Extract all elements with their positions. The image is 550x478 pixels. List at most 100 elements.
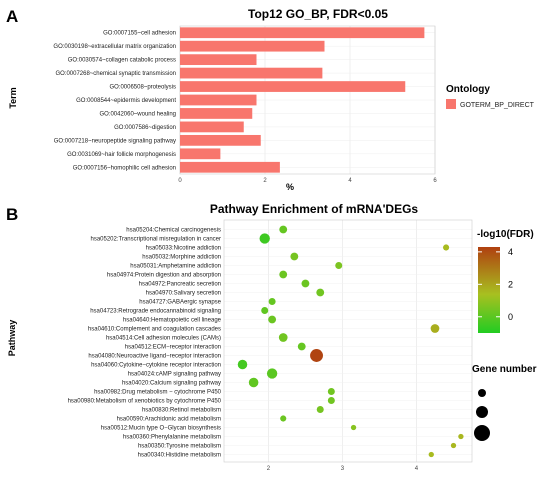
panel-b-pathway-label: hsa05204:Chemical carcinogenesis bbox=[126, 228, 221, 234]
panel-b-letter: B bbox=[6, 205, 18, 224]
panel-b-y-axis-label: Pathway bbox=[7, 320, 17, 357]
panel-b-pathway-label: hsa04020:Calcium signaling pathway bbox=[122, 381, 221, 387]
colorbar-tick-label: 0 bbox=[508, 312, 513, 322]
panel-a-term-label: GO:0008544~epidermis development bbox=[76, 98, 176, 104]
panel-b-point bbox=[290, 252, 299, 261]
panel-a-term-label: GO:0006508~proteolysis bbox=[109, 85, 176, 91]
panel-a-legend-entry: GOTERM_BP_DIRECT bbox=[460, 102, 535, 109]
panel-b-title: Pathway Enrichment of mRNA'DEGs bbox=[210, 202, 419, 216]
panel-b-pathway-label: hsa04723:Retrograde endocannabinoid sign… bbox=[90, 309, 221, 315]
panel-a-x-tick: 4 bbox=[348, 178, 352, 184]
panel-a-y-tick-labels: GO:0007155~cell adhesion GO:0030198~extra… bbox=[53, 31, 176, 172]
panel-a-term-label: GO:0030198~extracellular matrix organiza… bbox=[53, 44, 176, 50]
panel-a-bar bbox=[180, 81, 406, 92]
panel-a-x-axis-label: % bbox=[286, 182, 294, 192]
panel-a-legend-swatch bbox=[446, 99, 456, 109]
panel-b-pathway-label: hsa05032:Morphine addiction bbox=[142, 255, 221, 261]
panel-b-pathway-label: hsa00350:Tyrosine metabolism bbox=[138, 444, 221, 450]
size-legend-medium bbox=[476, 406, 488, 418]
panel-a-term-label: GO:0007156~homophilic cell adhesion bbox=[73, 165, 176, 171]
panel-a-bar bbox=[180, 67, 323, 79]
panel-b-pathway-label: hsa00590:Arachidonic acid metabolism bbox=[117, 417, 221, 423]
panel-b-point bbox=[279, 270, 288, 279]
panel-a-bar bbox=[180, 148, 221, 160]
panel-b-point bbox=[327, 397, 335, 404]
panel-a-legend-title: Ontology bbox=[446, 84, 490, 95]
panel-b-pathway-label: hsa04727:GABAergic synapse bbox=[139, 300, 221, 306]
panel-b-point bbox=[268, 315, 277, 324]
panel-a-term-label: GO:0007218~neuropeptide signaling pathwa… bbox=[54, 138, 176, 144]
panel-b-point bbox=[297, 342, 306, 351]
panel-a-term-label: GO:0007586~digestion bbox=[114, 125, 176, 131]
panel-b-point bbox=[450, 442, 457, 449]
panel-a-letter: A bbox=[6, 7, 18, 26]
colorbar-title: -log10(FDR) bbox=[477, 229, 534, 240]
panel-a-bar bbox=[180, 108, 253, 119]
panel-a-bar bbox=[180, 27, 425, 39]
panel-b-grid bbox=[224, 220, 472, 462]
panel-a-term-label: GO:0031069~hair follicle morphogenesis bbox=[67, 152, 176, 158]
panel-a-bar bbox=[180, 161, 280, 173]
panel-b-point bbox=[280, 415, 287, 422]
panel-b-points bbox=[237, 225, 464, 458]
size-legend-large bbox=[474, 425, 490, 441]
panel-a-term-label: GO:0030574~collagen catabolic process bbox=[68, 58, 176, 64]
panel-a-y-axis-label: Term bbox=[8, 87, 18, 108]
panel-b-point bbox=[301, 279, 310, 288]
panel-b-pathway-label: hsa04512:ECM−receptor interaction bbox=[125, 345, 221, 351]
panel-b-x-tick: 2 bbox=[267, 466, 271, 472]
panel-a-bar bbox=[180, 94, 257, 106]
panel-b-pathway-label: hsa04514:Cell adhesion molecules (CAMs) bbox=[106, 336, 221, 342]
panel-b-pathway-label: hsa04974:Protein digestion and absorptio… bbox=[107, 273, 221, 279]
panel-b-point bbox=[268, 298, 276, 305]
panel-a-x-tick-labels: 0 2 4 6 bbox=[178, 178, 437, 184]
panel-b-y-tick-labels: hsa05204:Chemical carcinogenesis hsa05202… bbox=[68, 228, 222, 459]
panel-a-term-label: GO:0007155~cell adhesion bbox=[103, 31, 176, 37]
panel-b-pathway-label: hsa00830:Retinol metabolism bbox=[142, 408, 221, 414]
panel-b-pathway-label: hsa04024:cAMP signaling pathway bbox=[128, 372, 221, 378]
panel-b-point bbox=[316, 406, 324, 413]
panel-b-pathway-label: hsa04640:Hematopoietic cell lineage bbox=[123, 318, 222, 324]
panel-b-point bbox=[278, 333, 288, 342]
panel-b-point bbox=[310, 349, 323, 362]
panel-b-pathway-label: hsa04970:Salivary secretion bbox=[146, 291, 221, 297]
panel-b-pathway-label: hsa04610:Complement and coagulation casc… bbox=[88, 327, 221, 333]
panel-a-bars bbox=[180, 27, 425, 173]
colorbar bbox=[478, 247, 500, 333]
panel-b-pathway-label: hsa00982:Drug metabolism − cytochrome P4… bbox=[94, 390, 222, 396]
panel-a-bar bbox=[180, 54, 257, 66]
panel-b-pathway-label: hsa05031:Amphetamine addiction bbox=[130, 264, 221, 270]
panel-b-point bbox=[443, 244, 450, 251]
panel-a-term-label: GO:0007268~chemical synaptic transmissio… bbox=[55, 71, 176, 77]
panel-b-point bbox=[248, 377, 259, 388]
panel-a-bar bbox=[180, 121, 244, 133]
size-legend-small bbox=[478, 389, 486, 397]
panel-b-pathway-label: hsa05202:Transcriptional misregulation i… bbox=[90, 237, 221, 243]
size-legend-title: Gene number bbox=[472, 364, 537, 375]
panel-a-term-label: GO:0042060~wound healing bbox=[99, 111, 176, 117]
panel-b-x-tick: 3 bbox=[341, 466, 345, 472]
panel-b-x-tick-labels: 2 3 4 bbox=[267, 466, 419, 472]
panel-b-pathway-label: hsa00980:Metabolism of xenobiotics by cy… bbox=[68, 399, 222, 405]
panel-b-point bbox=[316, 288, 325, 297]
panel-a-x-tick: 6 bbox=[433, 178, 437, 184]
colorbar-tick-label: 2 bbox=[508, 279, 513, 289]
panel-b-point bbox=[335, 262, 343, 269]
panel-b-point bbox=[350, 424, 357, 431]
panel-b-point bbox=[237, 359, 248, 370]
panel-b-plot-area bbox=[223, 219, 473, 463]
panel-b-point bbox=[261, 307, 269, 314]
panel-b-pathway-label: hsa05033:Nicotine addiction bbox=[146, 246, 221, 252]
panel-b-point bbox=[458, 433, 464, 440]
panel-a-bar bbox=[180, 40, 325, 52]
panel-b-point bbox=[430, 324, 440, 333]
panel-b-pathway-label: hsa00360:Phenylalanine metabolism bbox=[123, 435, 221, 441]
panel-b-point bbox=[428, 451, 434, 458]
panel-b-point bbox=[279, 225, 288, 234]
panel-b-pathway-label: hsa04080:Neuroactive ligand−receptor int… bbox=[88, 354, 221, 360]
panel-a-x-tick: 2 bbox=[263, 178, 267, 184]
panel-b-point bbox=[327, 388, 335, 395]
colorbar-ticks: 0 2 4 bbox=[478, 247, 513, 322]
panel-b-point bbox=[259, 233, 270, 244]
